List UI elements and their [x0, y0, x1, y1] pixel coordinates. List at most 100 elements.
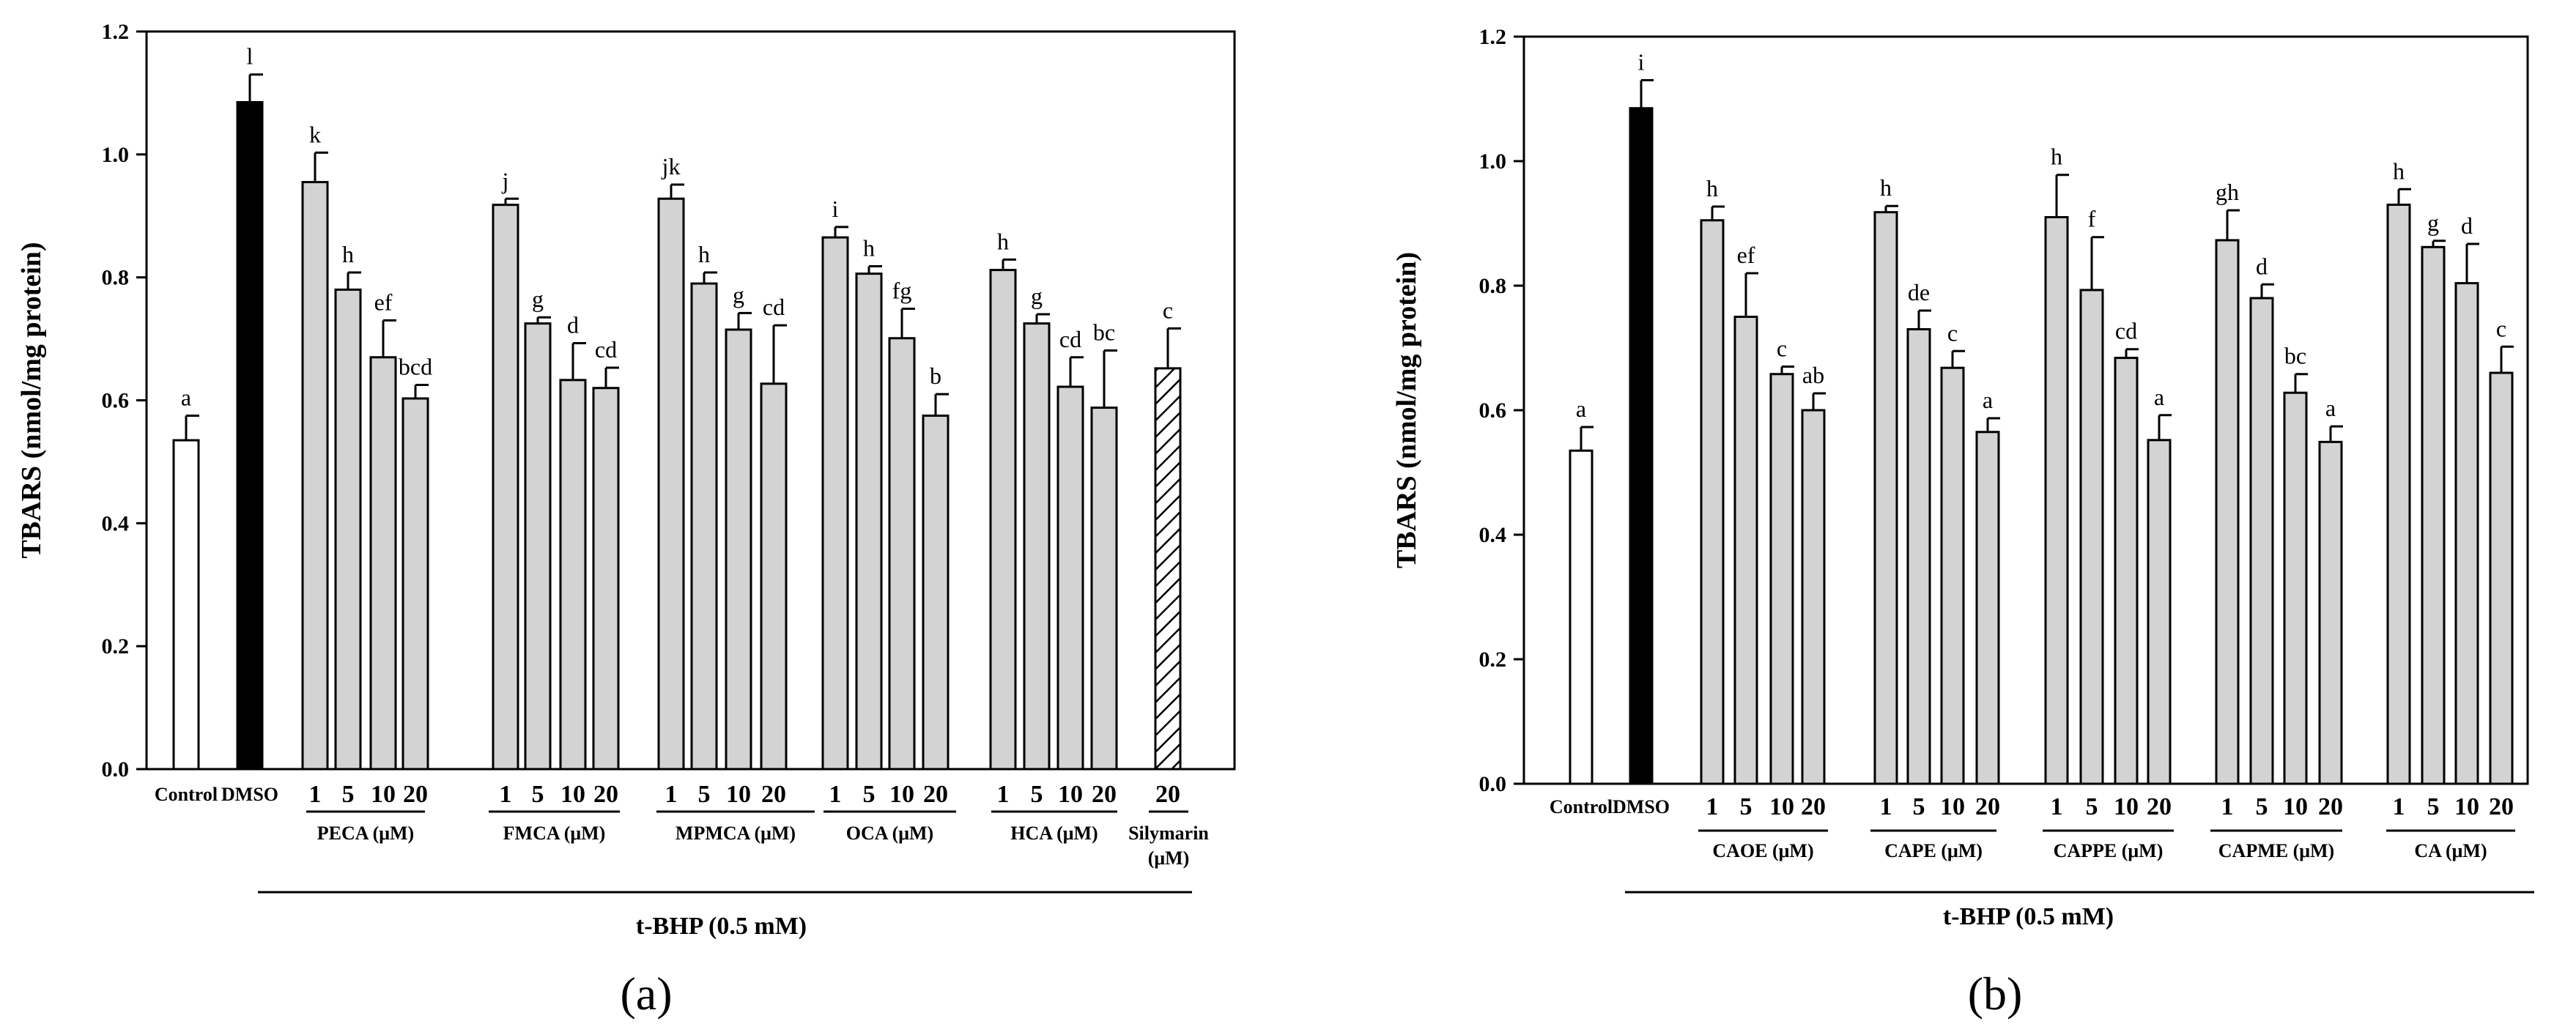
- x-category-label: DMSO: [1613, 796, 1670, 817]
- bar: [2114, 357, 2139, 785]
- significance-letter: g: [733, 281, 744, 308]
- significance-letter: fg: [892, 277, 912, 303]
- x-dose-label: 1: [997, 781, 1010, 808]
- significance-letter: h: [2051, 144, 2062, 170]
- significance-letter: bcd: [399, 354, 432, 380]
- significance-letter: bc: [2284, 343, 2306, 369]
- bar: [524, 322, 552, 771]
- x-dose-label: 1: [309, 781, 322, 808]
- bar: [2147, 439, 2172, 785]
- x-dose-label: 20: [1975, 793, 2000, 820]
- bar: [236, 101, 264, 771]
- significance-letter: cd: [763, 294, 785, 320]
- bar: [401, 397, 429, 771]
- significance-letter: c: [1163, 297, 1173, 323]
- bar: [725, 328, 752, 771]
- x-dose-label: 20: [761, 781, 786, 808]
- significance-letter: h: [863, 235, 875, 261]
- bar: [301, 181, 329, 771]
- bar: [657, 197, 685, 771]
- x-category-label: DMSO: [221, 784, 278, 805]
- bar: [1769, 373, 1794, 785]
- x-dose-label: 10: [1940, 793, 1965, 820]
- significance-letter: k: [309, 121, 321, 147]
- significance-letter: d: [2461, 212, 2473, 239]
- significance-letter: a: [1983, 387, 1993, 413]
- x-dose-label: 10: [2114, 793, 2139, 820]
- y-tick-label: 0.2: [102, 634, 130, 659]
- significance-letter: h: [1706, 175, 1718, 201]
- bar: [690, 282, 718, 771]
- x-group-label: HCA (μM): [1010, 823, 1098, 844]
- x-dose-label: 20: [403, 781, 428, 808]
- significance-letter: j: [502, 167, 509, 193]
- significance-letter: i: [832, 196, 839, 222]
- significance-letter: c: [1947, 319, 1958, 346]
- bar: [1801, 409, 1826, 785]
- bar: [2079, 289, 2104, 785]
- y-tick-label: 0.2: [1479, 648, 1507, 672]
- x-group-label: CAOE (μM): [1712, 840, 1813, 861]
- bar: [369, 356, 397, 771]
- significance-letter: g: [1031, 283, 1043, 309]
- significance-letter: ab: [1802, 362, 1824, 388]
- significance-letter: gh: [2216, 179, 2239, 205]
- significance-letter: cd: [2115, 318, 2137, 344]
- x-group-label: CAPPE (μM): [2054, 840, 2164, 861]
- bar: [592, 387, 620, 771]
- x-dose-label: 1: [665, 781, 678, 808]
- bar: [1569, 449, 1594, 785]
- x-dose-label: 5: [2086, 793, 2098, 820]
- x-dose-label: 5: [532, 781, 544, 808]
- x-group-label: MPMCA (μM): [676, 823, 796, 844]
- x-dose-label: 5: [1913, 793, 1925, 820]
- significance-letter: g: [2427, 209, 2439, 236]
- x-dose-label: 20: [2318, 793, 2343, 820]
- significance-letter: ef: [1737, 242, 1755, 268]
- bar: [2318, 440, 2343, 785]
- y-tick-label: 0.0: [102, 757, 130, 782]
- bar: [855, 272, 883, 771]
- significance-letter: d: [567, 311, 579, 338]
- x-dose-label: 5: [1031, 781, 1043, 808]
- y-tick-label: 1.0: [1479, 149, 1507, 174]
- bar: [1733, 316, 1758, 785]
- bar: [1154, 367, 1182, 771]
- bar: [172, 439, 200, 771]
- x-dose-label: 20: [1801, 793, 1826, 820]
- bar: [1023, 322, 1051, 771]
- panel-label: (b): [1968, 968, 2023, 1020]
- y-axis-label: TBARS (nmol/mg protein): [16, 242, 47, 558]
- panel-label: (a): [620, 968, 672, 1020]
- x-dose-label: 10: [1769, 793, 1794, 820]
- significance-letter: a: [181, 384, 191, 410]
- bar: [2421, 245, 2446, 785]
- bar: [492, 204, 519, 771]
- bar: [559, 379, 587, 771]
- x-dose-label: 20: [1092, 781, 1117, 808]
- x-dose-label: 5: [342, 781, 355, 808]
- significance-letter: h: [698, 241, 710, 267]
- bar: [760, 382, 788, 771]
- bar: [2454, 282, 2479, 785]
- x-group-label: PECA (μM): [317, 823, 414, 844]
- y-tick-label: 0.4: [1479, 523, 1507, 547]
- x-dose-label: 1: [829, 781, 842, 808]
- significance-letter: h: [342, 241, 354, 267]
- plot-area-frame: [1522, 35, 2529, 785]
- significance-letter: h: [2393, 157, 2405, 184]
- y-tick-label: 0.0: [1479, 772, 1507, 796]
- x-dose-label: 5: [2427, 793, 2440, 820]
- significance-letter: c: [2496, 315, 2506, 341]
- bar: [2283, 391, 2308, 785]
- x-category-label: Control: [155, 784, 218, 805]
- bar: [922, 414, 950, 771]
- significance-letter: b: [930, 363, 941, 389]
- x-dose-label: 1: [500, 781, 512, 808]
- x-dose-label: 10: [2283, 793, 2308, 820]
- bar: [1090, 407, 1118, 771]
- x-group-label: CA (μM): [2414, 840, 2487, 861]
- bar: [2386, 204, 2411, 785]
- x-dose-label: 20: [1155, 781, 1180, 808]
